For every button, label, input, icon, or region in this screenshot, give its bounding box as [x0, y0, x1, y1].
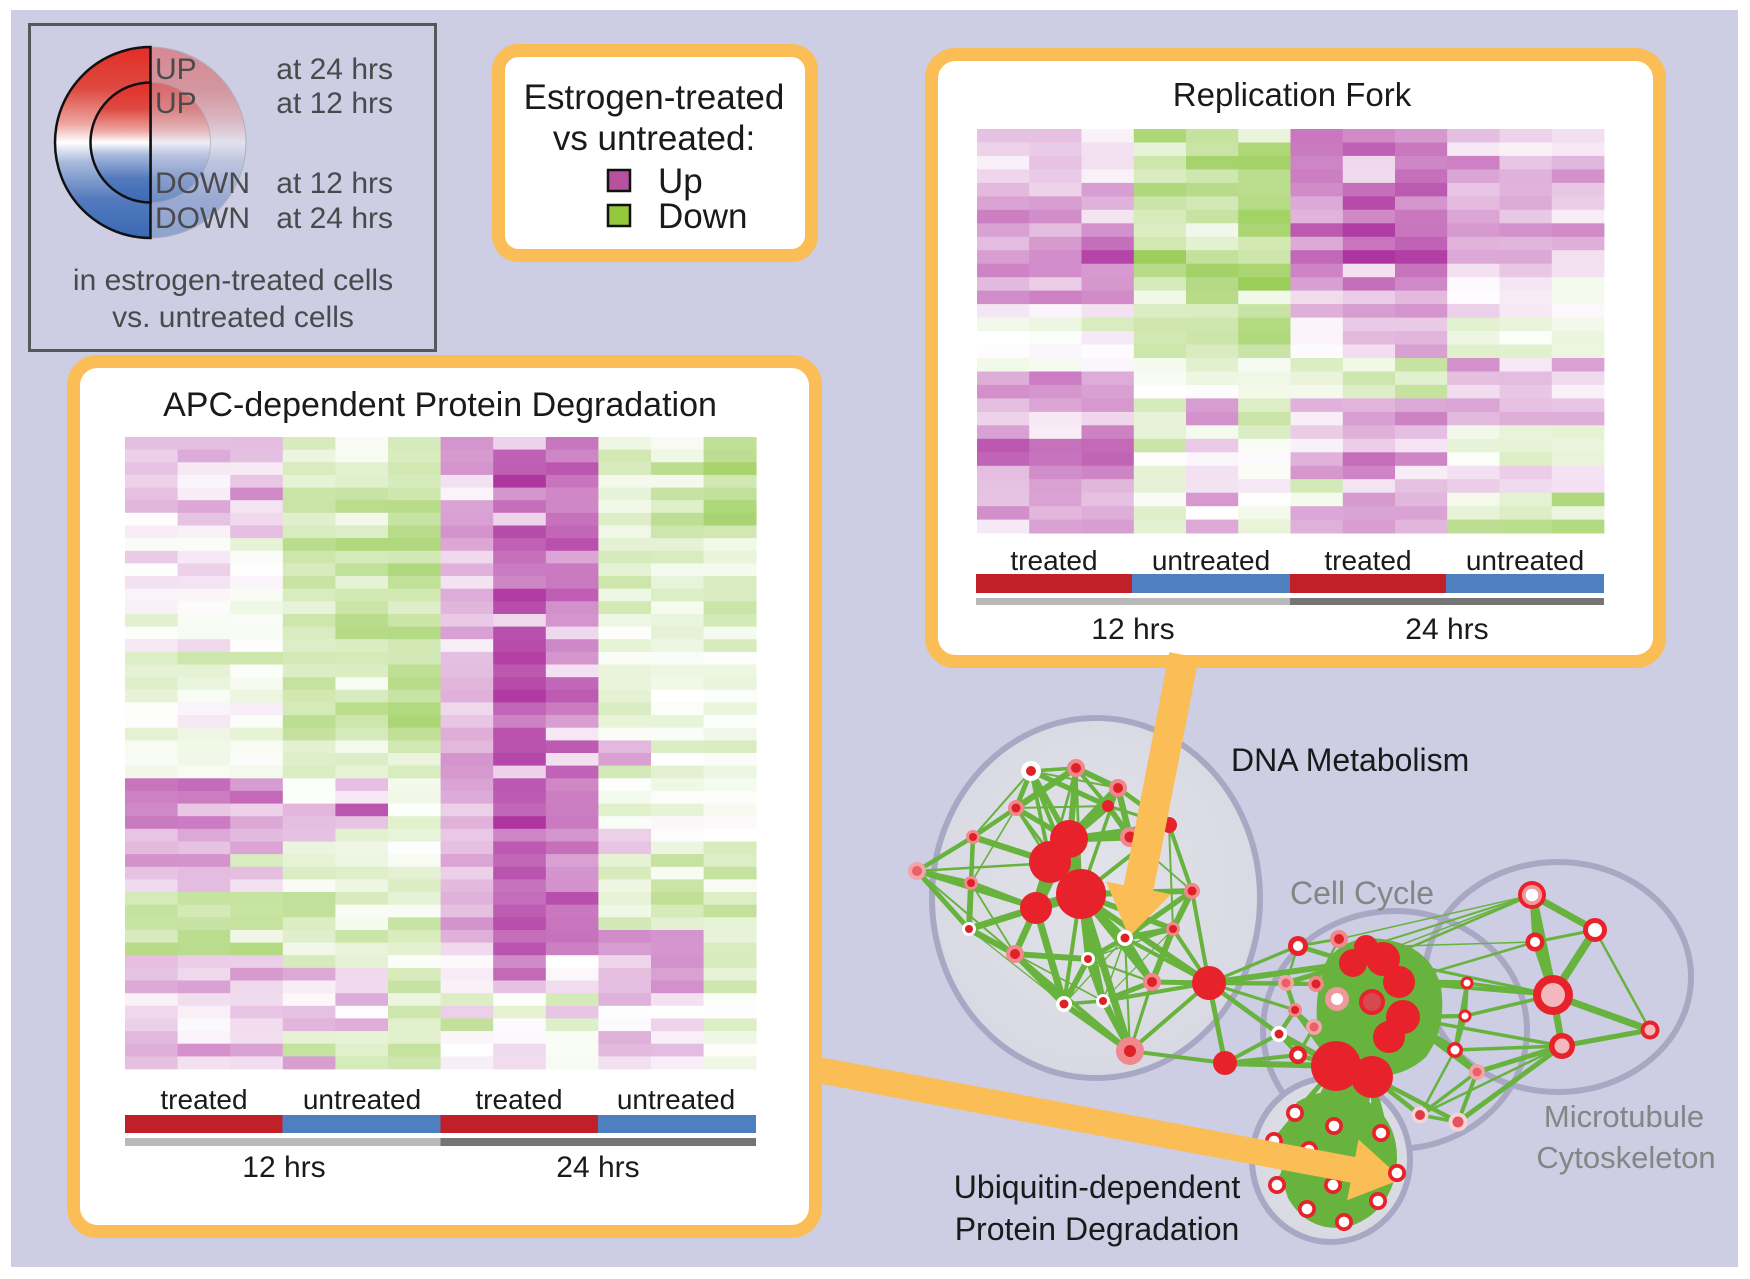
svg-text:DOWN: DOWN [155, 202, 250, 235]
svg-text:12 hrs: 12 hrs [1091, 613, 1174, 646]
svg-text:treated: treated [475, 1084, 562, 1115]
svg-text:Down: Down [658, 197, 747, 236]
svg-text:Microtubule: Microtubule [1544, 1099, 1704, 1134]
svg-text:untreated: untreated [617, 1084, 735, 1115]
svg-text:Cytoskeleton: Cytoskeleton [1536, 1140, 1715, 1175]
svg-text:at 24 hrs: at 24 hrs [276, 53, 393, 86]
svg-text:Replication Fork: Replication Fork [1173, 76, 1412, 113]
svg-text:UP: UP [155, 87, 197, 120]
svg-text:APC-dependent Protein Degradat: APC-dependent Protein Degradation [163, 386, 717, 424]
svg-text:Cell Cycle: Cell Cycle [1290, 875, 1434, 911]
svg-text:in estrogen-treated cells: in estrogen-treated cells [73, 264, 393, 297]
svg-text:Ubiquitin-dependent: Ubiquitin-dependent [954, 1169, 1241, 1205]
svg-text:UP: UP [155, 53, 197, 86]
svg-text:treated: treated [160, 1084, 247, 1115]
svg-text:vs. untreated cells: vs. untreated cells [112, 301, 354, 334]
svg-text:at 12 hrs: at 12 hrs [276, 87, 393, 120]
svg-text:12 hrs: 12 hrs [242, 1151, 325, 1184]
svg-text:treated: treated [1010, 545, 1097, 576]
svg-text:vs untreated:: vs untreated: [553, 119, 755, 158]
svg-text:untreated: untreated [1152, 545, 1270, 576]
svg-text:at 24 hrs: at 24 hrs [276, 202, 393, 235]
svg-text:Up: Up [658, 162, 703, 201]
svg-text:24 hrs: 24 hrs [1405, 613, 1488, 646]
svg-text:Estrogen-treated: Estrogen-treated [524, 78, 785, 117]
svg-text:DOWN: DOWN [155, 167, 250, 200]
svg-text:DNA Metabolism: DNA Metabolism [1231, 742, 1469, 778]
svg-text:treated: treated [1324, 545, 1411, 576]
svg-text:Protein Degradation: Protein Degradation [955, 1211, 1240, 1247]
svg-text:untreated: untreated [303, 1084, 421, 1115]
svg-text:at 12 hrs: at 12 hrs [276, 167, 393, 200]
svg-text:24 hrs: 24 hrs [556, 1151, 639, 1184]
svg-text:untreated: untreated [1466, 545, 1584, 576]
